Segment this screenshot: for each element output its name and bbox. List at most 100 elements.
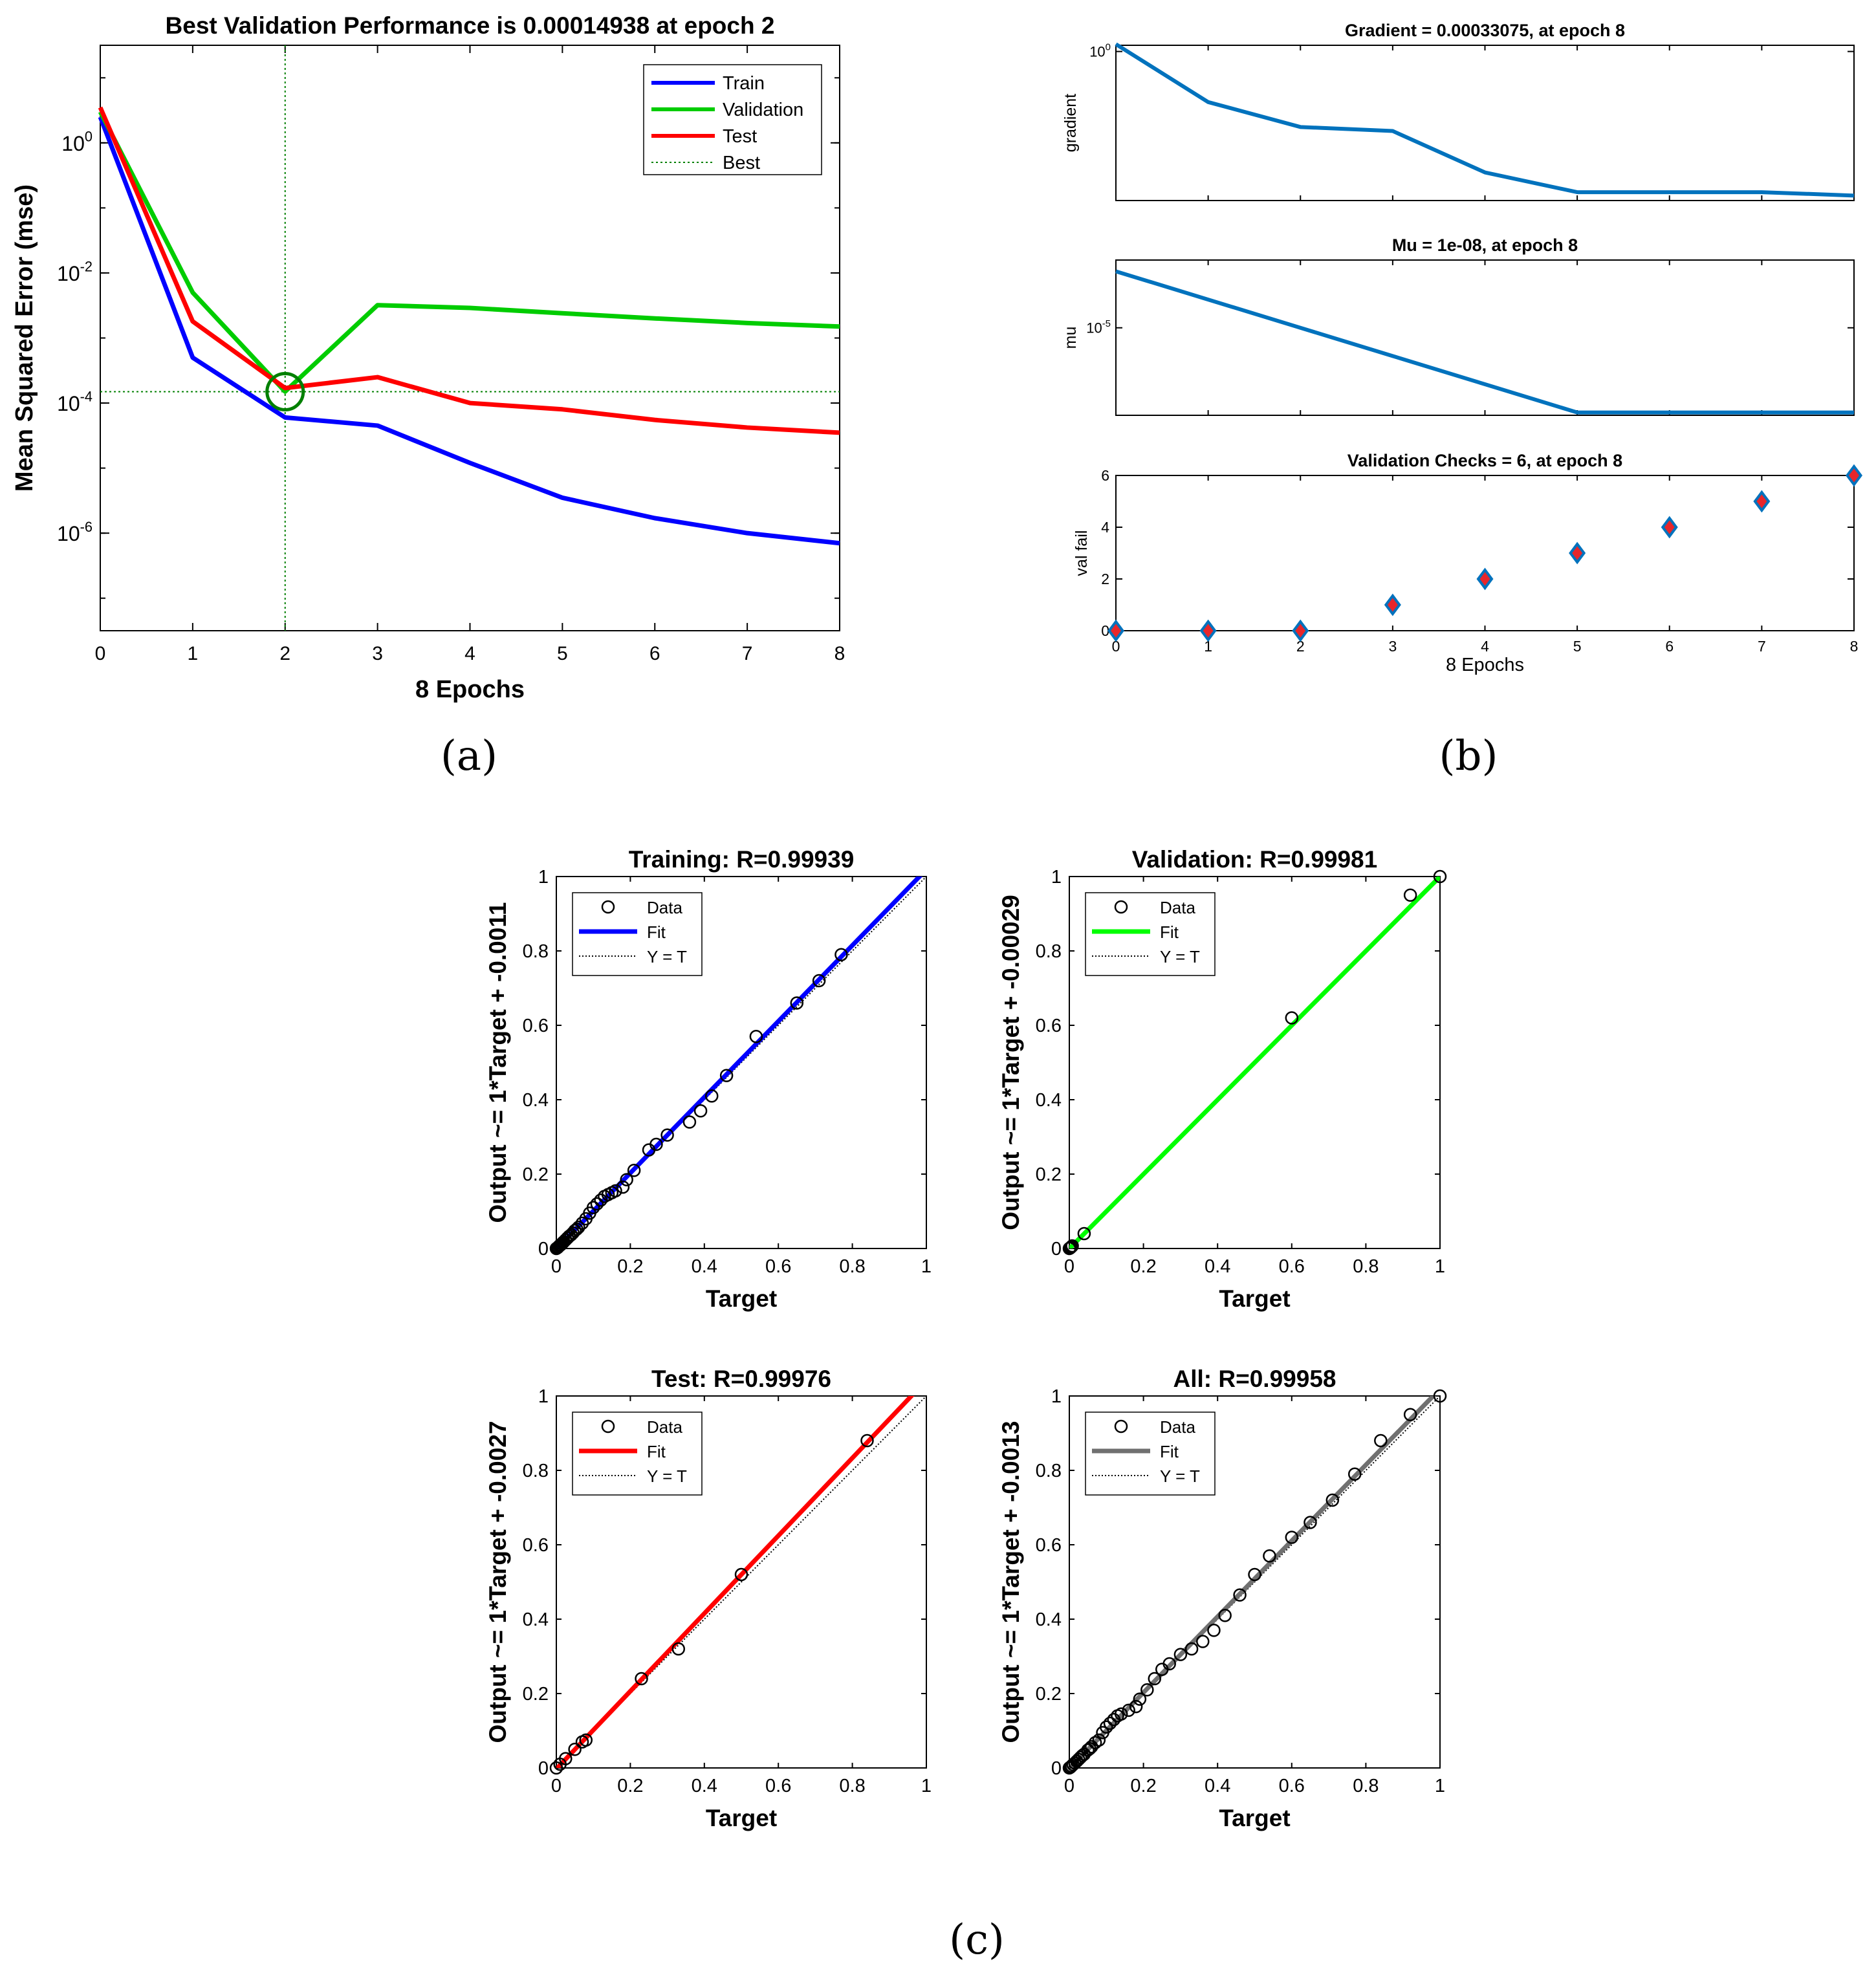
series-validation xyxy=(98,111,840,394)
x-tick-label: 0.8 xyxy=(1353,1776,1379,1796)
x-tick-label: 0 xyxy=(1064,1256,1074,1277)
y-axis-label: Output ~= 1*Target + -0.0013 xyxy=(998,1421,1024,1743)
y-tick-label: 1 xyxy=(538,867,549,888)
data-point xyxy=(1403,888,1417,902)
data-point xyxy=(860,1433,874,1448)
x-tick-label: 0 xyxy=(1112,638,1120,655)
plot-area xyxy=(1115,475,1855,631)
regression-all-chart: 0 0.2 0.4 0.6 0.8 1 0 0.2 0.4 0.6 0.8 1 Data Fit Y = T… xyxy=(998,1366,1447,1831)
y-tick-label: 0.4 xyxy=(523,1609,549,1630)
legend-label: Y = T xyxy=(1160,1466,1200,1486)
x-tick-label: 0.6 xyxy=(765,1776,791,1796)
chart-title: Gradient = 0.00033075, at epoch 8 xyxy=(1345,21,1625,40)
legend-label: Train xyxy=(723,73,765,94)
data-point xyxy=(1148,1672,1162,1686)
legend-label: Y = T xyxy=(647,947,687,966)
y-axis-label: Output ~= 1*Target + -0.00029 xyxy=(998,895,1024,1230)
x-tick-label: 7 xyxy=(1758,638,1766,655)
y-tick-label: 100 xyxy=(61,128,93,155)
fit-line xyxy=(556,1396,915,1768)
data-point xyxy=(1092,1733,1106,1747)
data-point xyxy=(1065,1239,1079,1253)
data-point xyxy=(627,1164,641,1177)
data-point xyxy=(1285,1531,1299,1544)
x-tick-label: 0.4 xyxy=(1205,1776,1230,1796)
regression-test-chart: 0 0.2 0.4 0.6 0.8 1 0 0.2 0.4 0.6 0.8 1 Data Fit Y = T… xyxy=(485,1366,932,1831)
data-point xyxy=(1292,619,1309,642)
legend-data-marker xyxy=(601,900,615,914)
legend-label: Data xyxy=(647,898,682,917)
x-tick-label: 1 xyxy=(188,643,199,664)
x-tick-label: 3 xyxy=(1388,638,1397,655)
x-tick-label: 6 xyxy=(649,643,660,664)
x-tick-label: 5 xyxy=(557,643,568,664)
y-tick-label: 0 xyxy=(1051,1239,1062,1259)
x-tick-label: 5 xyxy=(1573,638,1582,655)
x-tick-label: 1 xyxy=(921,1776,932,1796)
x-tick-label: 0.4 xyxy=(1205,1256,1230,1277)
data-point xyxy=(568,1743,582,1756)
y-tick-label: 0 xyxy=(538,1239,549,1259)
data-point xyxy=(568,1224,582,1237)
chart-title: Validation Checks = 6, at epoch 8 xyxy=(1347,451,1622,470)
legend-box xyxy=(1085,1412,1216,1496)
mu-chart: 10-5 Mu = 1e-08, at epoch 8 mu xyxy=(1062,235,1855,416)
data-point xyxy=(1100,1720,1113,1734)
data-point xyxy=(790,996,804,1010)
data-point xyxy=(1129,1699,1143,1714)
legend-label: Validation xyxy=(723,100,803,120)
gradient-chart: 100 Gradient = 0.00033075, at epoch 8 grad… xyxy=(1062,21,1855,201)
x-tick-label: 1 xyxy=(1204,638,1212,655)
y-axis-label: Output ~= 1*Target + -0.0027 xyxy=(485,1421,511,1743)
legend-label: Fit xyxy=(647,922,666,942)
data-point xyxy=(549,1761,563,1775)
data-point xyxy=(1846,464,1862,487)
x-axis-label: Target xyxy=(1219,1285,1290,1312)
x-axis-label: Target xyxy=(1219,1805,1290,1831)
data-point xyxy=(1325,1493,1340,1507)
legend-label: Data xyxy=(647,1417,682,1437)
fit-line xyxy=(1069,877,1440,1248)
data-point xyxy=(1122,1703,1135,1717)
legend-label: Best xyxy=(723,153,760,173)
data-point xyxy=(1140,1683,1154,1697)
data-point xyxy=(1753,490,1771,513)
data-point xyxy=(1218,1609,1232,1622)
legend-box xyxy=(572,892,703,976)
x-tick-label: 1 xyxy=(1435,1776,1445,1796)
data-point xyxy=(1661,516,1678,539)
legend-label: Fit xyxy=(1160,922,1179,942)
data-point xyxy=(704,1089,719,1103)
data-point xyxy=(586,1201,600,1214)
x-tick-label: 1 xyxy=(1435,1256,1445,1277)
x-tick-label: 2 xyxy=(1296,638,1305,655)
y-tick-label: 0.6 xyxy=(1036,1016,1062,1036)
y-tick-label: 1 xyxy=(1051,867,1062,888)
x-tick-label: 0.6 xyxy=(1279,1256,1305,1277)
data-point xyxy=(1199,619,1217,642)
data-point xyxy=(1088,1736,1102,1750)
data-point xyxy=(1285,1011,1299,1025)
series-test xyxy=(98,106,840,435)
legend-label: Test xyxy=(723,126,757,147)
data-point xyxy=(749,1030,763,1043)
data-point xyxy=(1433,1389,1447,1403)
x-tick-label: 0.6 xyxy=(765,1256,791,1277)
data-point xyxy=(590,1197,604,1211)
y-axis-label: mu xyxy=(1062,327,1080,349)
x-tick-label: 0.8 xyxy=(839,1776,865,1796)
chart-title: Best Validation Performance is 0.0001493… xyxy=(166,12,775,39)
data-point xyxy=(579,1733,593,1747)
x-tick-label: 2 xyxy=(279,643,290,664)
series-line xyxy=(1115,269,1854,415)
x-tick-label: 3 xyxy=(372,643,383,664)
y-tick-label: 10-5 xyxy=(1086,318,1111,336)
data-point xyxy=(1103,1716,1117,1730)
x-tick-label: 8 xyxy=(834,643,845,664)
legend-data-marker xyxy=(601,1419,615,1433)
data-point xyxy=(1569,541,1586,565)
legend-data-marker xyxy=(1114,900,1128,914)
validation-checks-chart: 0 1 2 3 4 5 6 7 8 0 2 4 6 Validation Checks = 6, at e… xyxy=(1073,451,1862,675)
x-axis-label: 8 Epochs xyxy=(1446,655,1524,675)
x-tick-label: 7 xyxy=(742,643,753,664)
